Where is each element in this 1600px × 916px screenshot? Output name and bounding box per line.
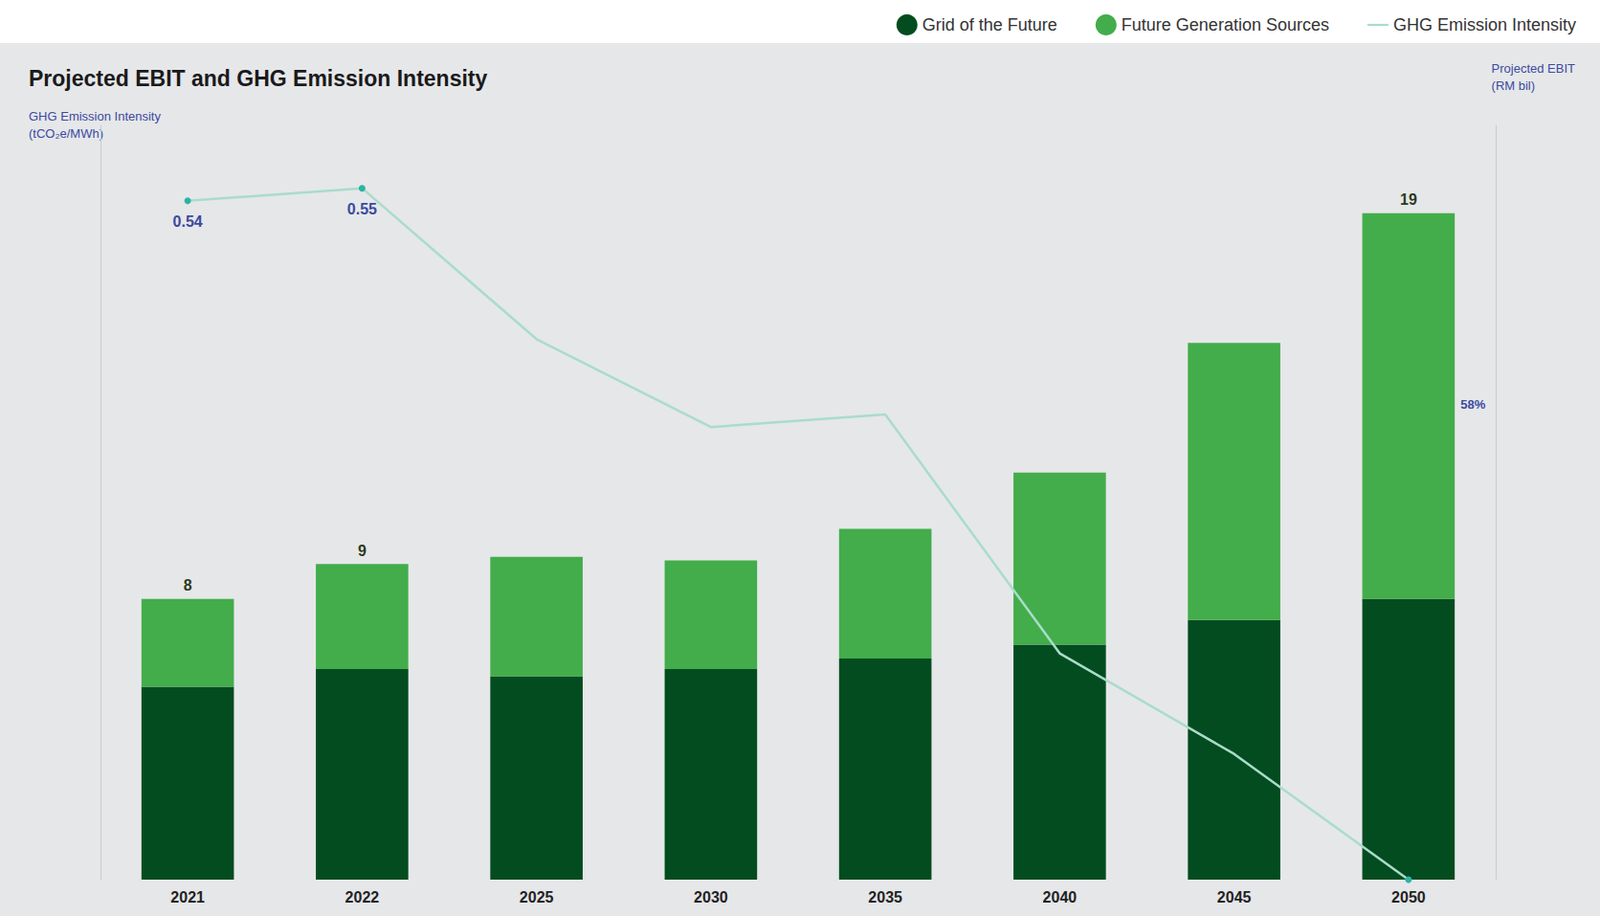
svg-text:8: 8 [183,577,193,594]
svg-text:2045: 2045 [1217,888,1252,906]
svg-text:19: 19 [1400,191,1418,208]
svg-text:2050: 2050 [1391,888,1426,906]
svg-text:9: 9 [357,542,367,559]
svg-text:2022: 2022 [345,888,380,906]
svg-text:Future Generation Sources: Future Generation Sources [1121,15,1330,35]
svg-text:(tCO₂e/MWh): (tCO₂e/MWh) [28,126,104,141]
svg-text:2025: 2025 [519,888,555,906]
svg-text:2021: 2021 [170,888,205,906]
svg-text:GHG Emission Intensity: GHG Emission Intensity [1393,15,1577,35]
svg-text:2040: 2040 [1043,888,1078,906]
svg-text:0.55: 0.55 [347,200,378,218]
svg-text:58%: 58% [1460,397,1486,412]
svg-text:(RM bil): (RM bil) [1491,78,1536,93]
svg-text:0.54: 0.54 [173,213,203,230]
svg-text:Projected EBIT: Projected EBIT [1491,61,1576,76]
svg-text:GHG Emission Intensity: GHG Emission Intensity [28,109,161,124]
svg-text:2030: 2030 [693,888,729,906]
svg-text:Grid of the Future: Grid of the Future [922,15,1058,35]
svg-text:2035: 2035 [867,888,903,906]
svg-text:Projected EBIT and GHG Emissio: Projected EBIT and GHG Emission Intensit… [28,66,488,91]
